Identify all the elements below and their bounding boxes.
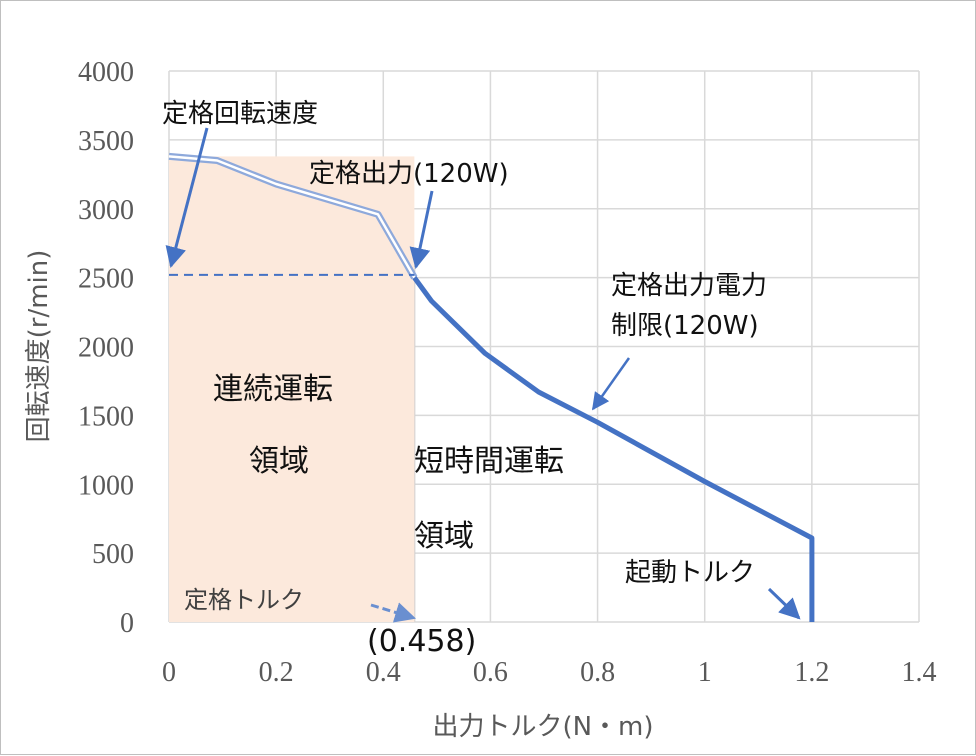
x-tick-label-0: 0: [162, 657, 176, 688]
continuous-operation-region: [169, 156, 415, 622]
series-0-line: [168, 155, 416, 279]
power-limit-label-line1: 定格出力電力: [611, 271, 767, 301]
rated-output-label: 定格出力(120W): [309, 159, 509, 189]
rated-torque-arrow: [370, 602, 417, 623]
series-lines: [168, 152, 815, 622]
x-tick-label-6: 1.2: [794, 657, 829, 688]
tick-labels: 0 0.2 0.4 0.6 0.8 1 1.2 1.4 0 500 1000 1500 2000 2500…: [78, 57, 937, 688]
rated-speed-label: 定格回転速度: [162, 99, 318, 129]
x-tick-label-4: 0.8: [580, 657, 615, 688]
short-time-region-label-line2: 領域: [414, 519, 474, 554]
y-tick-label-8: 4000: [78, 57, 134, 88]
power-limit-arrow: [591, 357, 631, 411]
rated-output-arrow: [409, 190, 434, 270]
short-time-region-label-line1: 短時間運転: [414, 444, 564, 479]
y-tick-label-6: 3000: [78, 195, 134, 226]
continuous-region-label-line2: 領域: [249, 444, 309, 479]
series-1-line: [412, 276, 815, 622]
starting-torque-arrow: [767, 587, 801, 620]
y-tick-label-7: 3500: [78, 126, 134, 157]
rated-torque-value: (0.458): [367, 624, 476, 659]
x-tick-label-5: 1: [698, 657, 712, 688]
x-tick-label-7: 1.4: [902, 657, 937, 688]
y-tick-label-5: 2500: [78, 264, 134, 295]
x-axis-title: 出力トルク(N・m): [432, 712, 653, 742]
rated-torque-label: 定格トルク: [184, 586, 304, 614]
x-tick-label-1: 0.2: [259, 657, 294, 688]
y-tick-label-4: 2000: [78, 333, 134, 364]
y-tick-label-1: 500: [92, 539, 134, 570]
y-tick-label-0: 0: [120, 608, 134, 639]
power-limit-label-line2: 制限(120W): [611, 311, 759, 341]
x-tick-label-3: 0.6: [473, 657, 508, 688]
x-tick-label-2: 0.4: [366, 657, 401, 688]
y-tick-label-3: 1500: [78, 401, 134, 432]
y-axis-title: 回転速度(r/min): [24, 250, 54, 443]
rated-speed-arrow: [165, 127, 209, 269]
y-tick-label-2: 1000: [78, 470, 134, 501]
starting-torque-label: 起動トルク: [625, 558, 755, 588]
continuous-region-label-line1: 連続運転: [213, 372, 333, 407]
